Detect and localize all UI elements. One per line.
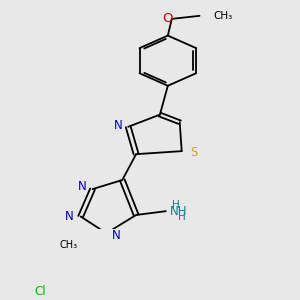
Text: CH₃: CH₃ bbox=[213, 11, 233, 21]
Text: N: N bbox=[112, 229, 121, 242]
Text: N: N bbox=[114, 119, 123, 132]
Text: H: H bbox=[178, 212, 186, 222]
Text: N: N bbox=[78, 180, 87, 194]
Text: S: S bbox=[190, 146, 197, 159]
Text: CH₃: CH₃ bbox=[60, 240, 78, 250]
Text: O: O bbox=[163, 12, 173, 25]
Text: N: N bbox=[64, 210, 73, 223]
Text: NH: NH bbox=[170, 205, 187, 218]
Text: H: H bbox=[172, 200, 180, 210]
Text: Cl: Cl bbox=[34, 285, 46, 298]
